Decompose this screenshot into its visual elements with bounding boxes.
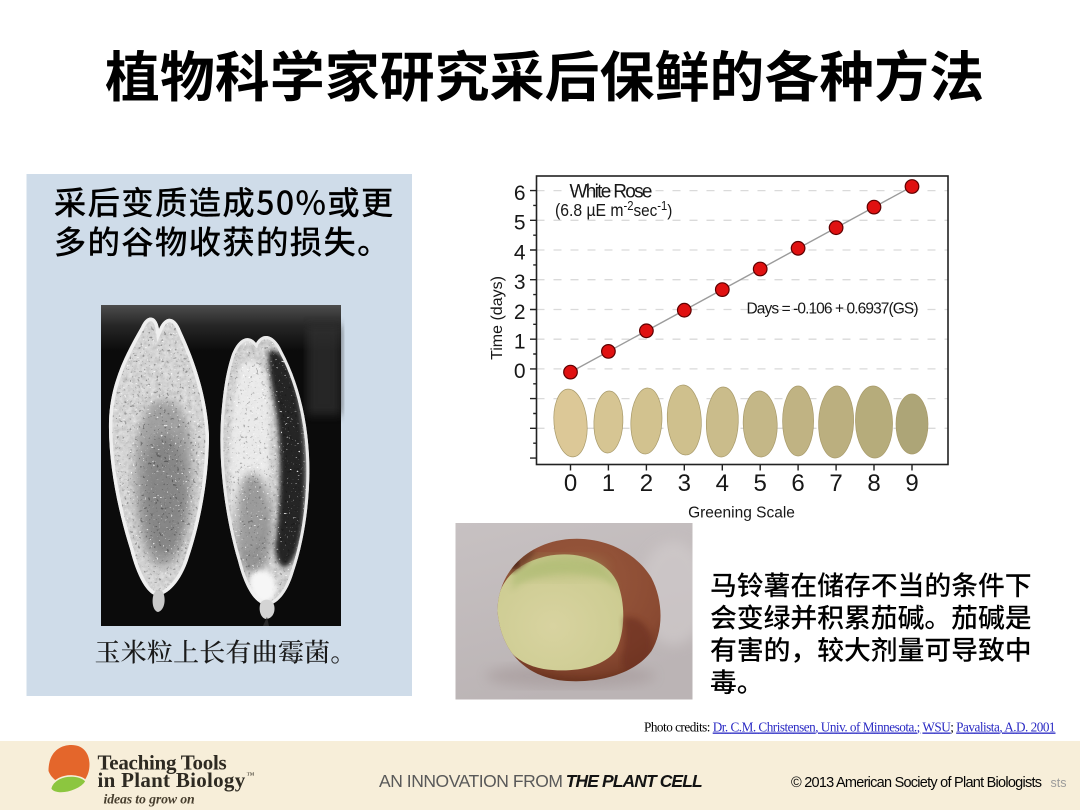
svg-text:4: 4 (514, 241, 526, 264)
svg-text:sts: sts (1051, 776, 1067, 790)
svg-text:Greening Scale: Greening Scale (688, 505, 795, 522)
svg-text:7: 7 (829, 470, 842, 497)
svg-text:Teaching Tools: Teaching Tools (98, 751, 227, 775)
svg-text:1: 1 (602, 470, 615, 497)
svg-text:Photo credits: Dr. C.M. Christ: Photo credits: Dr. C.M. Christensen, Uni… (644, 720, 1056, 735)
svg-text:5: 5 (514, 212, 526, 235)
svg-text:3: 3 (678, 470, 691, 497)
svg-text:0: 0 (514, 360, 526, 383)
svg-text:4: 4 (716, 470, 729, 497)
svg-text:(6.8 µE m-2sec-1): (6.8 µE m-2sec-1) (555, 198, 672, 220)
svg-text:Days = -0.106 + 0.6937(GS): Days = -0.106 + 0.6937(GS) (747, 301, 919, 318)
svg-text:™: ™ (247, 771, 255, 780)
svg-text:3: 3 (514, 271, 526, 294)
svg-text:9: 9 (905, 470, 918, 497)
svg-text:6: 6 (791, 470, 804, 497)
svg-text:8: 8 (867, 470, 880, 497)
svg-text:ideas to grow on: ideas to grow on (104, 792, 195, 807)
svg-text:2: 2 (514, 301, 526, 324)
svg-text:in Plant Biology: in Plant Biology (98, 768, 246, 792)
svg-text:5: 5 (754, 470, 767, 497)
svg-text:0: 0 (564, 470, 577, 497)
svg-text:© 2013 American Society of Pl: © 2013 American Society of Plant Biologi… (791, 775, 1042, 791)
svg-text:AN INNOVATION FROM: AN INNOVATION FROM (379, 771, 563, 791)
svg-text:Time (days): Time (days) (489, 276, 506, 360)
svg-text:1: 1 (514, 331, 526, 354)
svg-text:2: 2 (640, 470, 653, 497)
svg-text:White Rose: White Rose (570, 182, 653, 203)
svg-text:THE PLANT CELL: THE PLANT CELL (566, 771, 703, 791)
svg-text:6: 6 (514, 182, 526, 205)
